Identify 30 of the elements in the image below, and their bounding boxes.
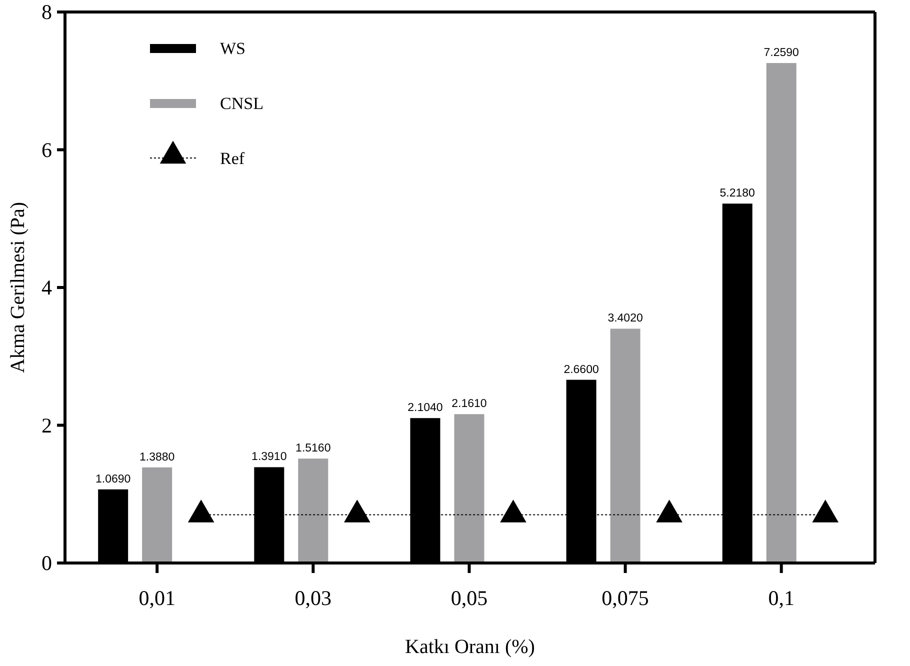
data-label: 1.3910 <box>252 451 287 464</box>
bar <box>298 458 328 563</box>
data-label: 2.1040 <box>408 402 443 414</box>
legend-label: CNSL <box>220 94 264 113</box>
y-tick-label: 2 <box>42 413 52 438</box>
data-label: 5.2180 <box>720 188 755 200</box>
data-label: 2.6600 <box>564 364 599 376</box>
bar <box>610 328 640 563</box>
x-tick-label: 0,01 <box>138 586 176 610</box>
data-label: 1.3880 <box>139 451 175 464</box>
y-tick-label: 8 <box>42 0 52 24</box>
x-tick-label: 0,05 <box>450 586 488 610</box>
x-axis-title: Katkı Oranı (%) <box>405 636 535 658</box>
y-tick-label: 0 <box>42 551 52 575</box>
data-label: 2.1610 <box>452 398 487 410</box>
y-tick-label: 4 <box>42 276 52 300</box>
x-tick-label: 0,1 <box>768 586 794 610</box>
bar <box>142 467 172 563</box>
legend-label: Ref <box>220 149 245 168</box>
data-label: 1.0690 <box>95 473 131 486</box>
legend-label: WS <box>220 39 246 58</box>
bar <box>766 63 796 563</box>
y-tick-label: 6 <box>42 138 52 162</box>
data-label: 3.4020 <box>608 312 643 325</box>
y-axis-title: Akma Gerilmesi (Pa) <box>7 202 29 374</box>
data-label: 1.5160 <box>296 442 331 455</box>
data-label: 7.2590 <box>764 47 799 60</box>
x-tick-label: 0,075 <box>602 586 649 610</box>
x-tick-label: 0,03 <box>294 586 332 610</box>
bar <box>454 414 484 563</box>
